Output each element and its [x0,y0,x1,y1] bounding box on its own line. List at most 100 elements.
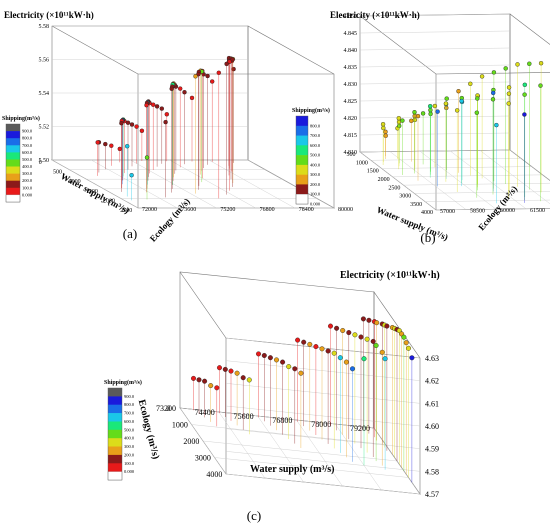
z-tick-label: 4.840 [344,48,358,54]
x-tick-label: 3500 [410,202,422,208]
data-point [196,377,202,383]
legend-frame [295,115,309,205]
grid-line-z [225,473,421,495]
x-tick-label: 3000 [399,194,411,200]
data-point [415,113,421,119]
data-point [406,345,412,351]
data-point [479,74,485,79]
data-point [401,334,407,340]
legend-label: 500.0 [124,427,135,432]
data-point [382,356,388,362]
legend-frame [107,387,123,481]
legend-swatch [6,180,20,189]
legend-swatch [108,454,122,464]
grid-line-z [359,81,511,85]
z-tick-label: 4.815 [344,133,358,139]
panel-label: (b) [420,230,435,245]
top-edge [359,15,550,75]
data-point [379,349,385,355]
grid-line-y [479,150,550,205]
legend-swatch [296,116,308,127]
data-point [334,325,340,331]
legend-swatch [296,174,308,185]
x-tick-label: 1000 [356,160,368,166]
data-point [420,111,426,116]
legend-swatch [296,155,308,166]
data-point [491,70,497,75]
x-axis-label: Water supply (m³/s) [59,171,131,216]
z-tick-label: 5.50 [39,158,50,164]
grid-line-y [179,407,227,475]
grid-line-y [208,159,295,209]
back-pane-right [247,25,335,209]
legend-label: 900.0 [124,394,135,399]
z-tick-label: 4.63 [425,354,439,363]
data-point [459,98,464,104]
legend-label: 700.0 [124,411,135,416]
grid-line-y [51,159,139,209]
legend-label: 0.000 [124,469,135,474]
legend-label: 0.000 [22,192,33,197]
z-tick-label: 5.54 [39,91,50,97]
data-point [360,316,366,322]
legend-label: 400.0 [124,436,135,441]
grid-line-x [202,440,398,462]
data-point [455,108,460,113]
data-point [373,343,379,349]
data-point [366,317,372,323]
z-tick-label: 4.850 [344,14,358,20]
data-point [292,366,298,372]
x-tick-label: 0 [39,160,42,166]
data-point [222,366,228,372]
data-point [216,70,222,76]
data-point [383,129,388,135]
grid-line-y [389,151,467,210]
data-point [209,79,215,84]
data-point [409,355,415,361]
y-tick-label: 61500 [530,208,545,214]
grid-line-y [296,419,343,487]
legend-swatch [6,166,20,174]
y-tick-label: 60000 [500,208,515,214]
legend-label: 700.0 [310,133,321,138]
data-point [364,336,370,342]
z-tick-label: 4.61 [425,399,439,408]
data-point [515,62,520,67]
legend-swatch [108,438,122,447]
data-point [224,61,229,67]
data-point [358,334,364,340]
grid-line-x [392,174,543,178]
x-tick-label: 1000 [69,179,81,185]
data-point [246,377,252,383]
data-point [428,103,433,109]
y-tick-label: 73600 [181,207,196,213]
panel-label: (c) [247,508,261,523]
x-tick-label: 1000 [172,420,188,429]
data-point [208,383,214,389]
x-tick-label: 1500 [367,169,379,175]
data-point [319,346,325,352]
grid-line-z [225,428,421,449]
y-tick-label: 58500 [470,209,485,215]
legend-label: 100.0 [310,192,321,197]
legend-label: 600.0 [124,419,135,424]
grid-line-x [425,199,550,202]
legend-swatch [295,194,309,205]
z-tick-label: 4.60 [425,422,439,431]
y-tick-label: 75600 [234,412,254,421]
legend-label: 600.0 [310,143,321,148]
data-point [214,385,220,391]
chart-title: Electricity (×10¹¹kW·h) [330,10,420,20]
grid-line-z [359,98,511,102]
grid-line-z [225,451,421,472]
y-tick-label: 80000 [338,207,353,213]
top-edge [51,25,334,75]
grid-line-x [381,166,532,169]
legend-swatch [108,388,122,397]
grid-line-y [247,159,335,209]
legend-label: 300.0 [124,444,135,449]
z-tick-label: 4.62 [425,377,439,386]
y-tick-label: 78000 [311,420,331,429]
